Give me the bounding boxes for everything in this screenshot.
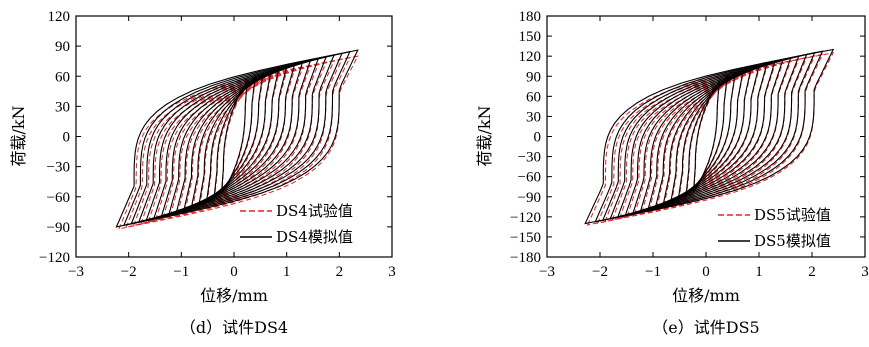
ds5-y-tick-label: 30	[526, 109, 541, 125]
ds4-y-tick-label: −60	[47, 190, 70, 206]
ds5-legend-sim-label: DS5模拟值	[754, 232, 831, 250]
ds4-x-tick-label: 3	[388, 264, 396, 280]
ds5-x-tick-label: 0	[702, 264, 710, 280]
ds5-curves	[584, 48, 835, 226]
ds4-y-tick-label: −30	[47, 160, 70, 176]
ds4-sim-loop	[220, 81, 248, 195]
ds4-y-tick-label: 120	[48, 9, 71, 25]
ds4-x-ticks: −3 −2 −1 0 1 2 3	[68, 16, 396, 280]
ds4-x-tick-label: −3	[68, 264, 84, 280]
ds4-y-tick-label: 0	[63, 130, 71, 146]
ds4-y-tick-label: 60	[55, 69, 70, 85]
ds5-x-tick-label: −2	[592, 264, 608, 280]
ds5-y-tick-label: −30	[518, 150, 541, 166]
ds5-x-tick-label: 3	[861, 264, 869, 280]
ds4-y-ticks: −120 −90 −60 −30 0 30 60 90 120	[39, 9, 392, 266]
ds5-y-ticks: −180 −150 −120 −90 −60 −30 0 30 60 90 120 150 180	[510, 9, 865, 266]
ds5-caption: （e）试件DS5	[652, 318, 759, 337]
ds4-y-tick-label: −90	[47, 220, 70, 236]
ds5-sim-loop	[601, 51, 816, 222]
ds4-x-tick-label: −2	[121, 264, 137, 280]
ds4-x-axis-label: 位移/mm	[200, 286, 268, 305]
ds4-curves	[115, 49, 359, 230]
ds5-y-tick-label: 150	[519, 29, 542, 45]
ds4-y-tick-label: 90	[55, 39, 70, 55]
ds4-x-tick-label: 0	[230, 264, 238, 280]
ds5-x-tick-label: 1	[755, 264, 763, 280]
ds4-x-tick-label: −1	[173, 264, 189, 280]
ds5-y-tick-label: −90	[518, 190, 541, 206]
ds5-test-loop	[586, 52, 835, 226]
ds5-x-axis-label: 位移/mm	[672, 286, 740, 305]
ds5-sim-loop	[584, 48, 835, 225]
ds4-x-tick-label: 2	[336, 264, 344, 280]
ds5-y-tick-label: −60	[518, 170, 541, 186]
ds5-x-tick-label: 2	[808, 264, 816, 280]
ds5-test-loop	[596, 53, 824, 225]
ds5-y-tick-label: −150	[510, 230, 541, 246]
ds5-y-tick-label: 0	[534, 130, 542, 146]
ds5-legend-test-label: DS5试验值	[754, 206, 831, 224]
ds4-test-loop	[118, 55, 359, 230]
ds4-x-tick-label: 1	[283, 264, 291, 280]
ds4-legend-test-label: DS4试验值	[276, 202, 353, 220]
ds5-y-tick-label: −180	[510, 250, 541, 266]
ds5-y-tick-label: 90	[526, 69, 541, 85]
ds4-test-loop	[198, 74, 272, 208]
ds5-y-tick-label: 60	[526, 89, 541, 105]
ds4-test-loop	[191, 72, 280, 210]
ds5-y-tick-label: 180	[519, 9, 542, 25]
ds4-y-tick-label: 30	[55, 99, 70, 115]
ds4-sim-loop	[115, 49, 359, 228]
panel-ds4: −120 −90 −60 −30 0 30 60 90 120 −3 −2 −1 0 1 2 3 荷载/kN…	[9, 9, 396, 337]
ds4-caption: （d）试件DS4	[180, 318, 288, 337]
ds5-test-loop	[678, 74, 736, 202]
ds5-y-axis-label: 荷载/kN	[475, 105, 494, 166]
ds5-x-tick-label: −1	[645, 264, 661, 280]
ds5-x-tick-label: −3	[539, 264, 555, 280]
ds4-legend-sim-label: DS4模拟值	[276, 228, 353, 246]
ds4-legend: DS4试验值 DS4模拟值	[240, 202, 353, 246]
ds5-x-ticks: −3 −2 −1 0 1 2 3	[539, 16, 869, 280]
ds5-y-tick-label: 120	[519, 49, 542, 65]
ds5-test-loop	[670, 72, 744, 205]
ds4-y-axis-label: 荷载/kN	[9, 105, 28, 166]
ds5-legend: DS5试验值 DS5模拟值	[718, 206, 831, 250]
ds4-y-tick-label: −120	[39, 250, 70, 266]
ds5-y-tick-label: −120	[510, 210, 541, 226]
